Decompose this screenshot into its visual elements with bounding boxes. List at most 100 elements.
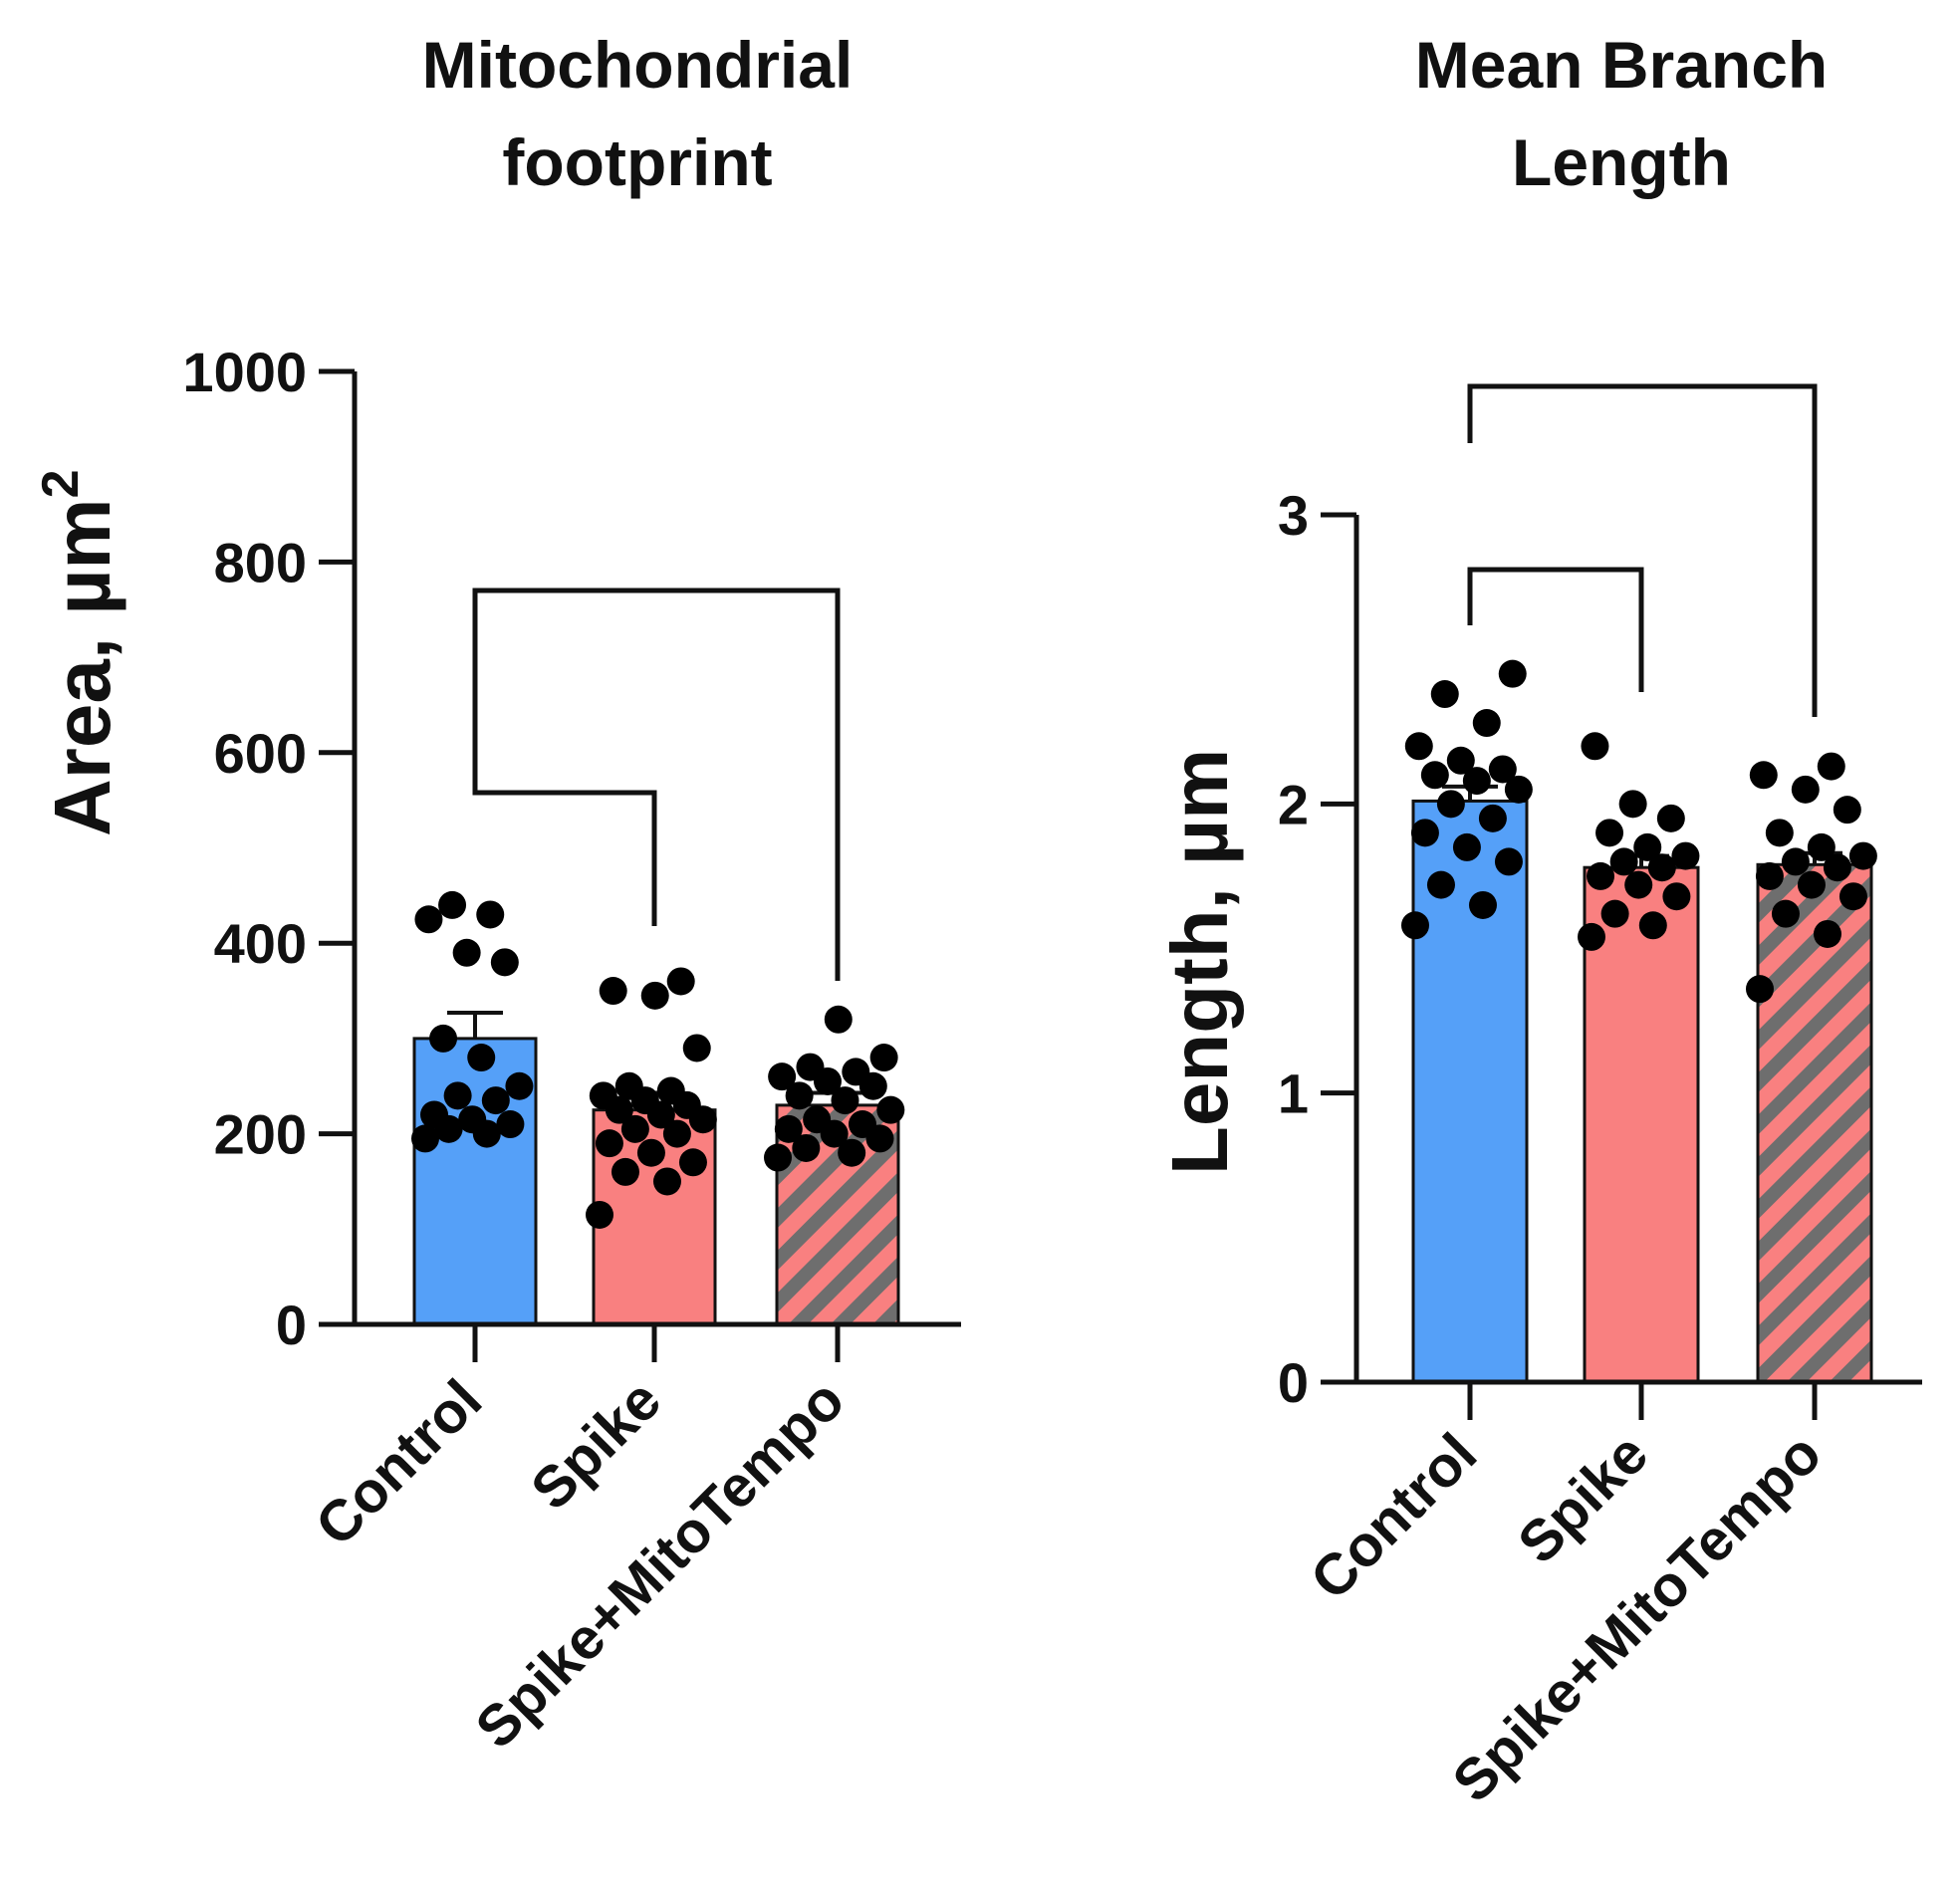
data-point-spike <box>611 1157 639 1186</box>
data-point-spike-mitotempo <box>1813 919 1841 948</box>
significance-label: * <box>644 0 669 14</box>
data-point-spike <box>586 1200 613 1229</box>
y-tick-label: 200 <box>214 1103 307 1166</box>
data-point-control <box>1504 775 1533 804</box>
data-point-spike <box>682 1034 711 1062</box>
data-point-spike <box>656 1076 685 1105</box>
chart-title-line-2: footprint <box>502 125 772 199</box>
data-point-control <box>1404 732 1433 761</box>
data-point-spike <box>1633 832 1662 861</box>
y-tick-label: 0 <box>276 1294 307 1356</box>
data-point-spike <box>640 981 669 1010</box>
data-point-control <box>1410 819 1439 847</box>
data-point-spike <box>662 1119 691 1148</box>
data-point-spike-mitotempo <box>785 1081 814 1110</box>
data-point-spike <box>1618 790 1647 819</box>
y-tick-label: 800 <box>214 531 307 593</box>
data-point-control <box>1401 911 1429 940</box>
data-point-spike-mitotempo <box>1833 796 1861 825</box>
x-tick-label-spike: Spike <box>519 1367 673 1522</box>
data-point-control <box>1494 847 1523 876</box>
data-point-spike-mitotempo <box>1823 853 1851 882</box>
data-point-spike <box>1595 819 1624 847</box>
data-point-spike-mitotempo <box>842 1058 870 1086</box>
data-point-control <box>1462 767 1491 796</box>
data-point-spike <box>1624 870 1653 899</box>
data-point-spike <box>1587 861 1615 890</box>
data-point-spike-mitotempo <box>848 1110 876 1139</box>
data-point-spike <box>599 977 627 1006</box>
data-point-control <box>1452 832 1481 861</box>
x-tick-label-control: Control <box>1298 1421 1489 1612</box>
data-point-spike-mitotempo <box>869 1044 898 1072</box>
data-point-spike <box>614 1071 643 1100</box>
y-axis-label: Area, µm2 <box>32 470 126 837</box>
data-point-control <box>1430 680 1459 709</box>
data-point-spike-mitotempo <box>1797 870 1826 899</box>
data-point-control <box>490 948 519 977</box>
chart-title-line-2: Length <box>1512 125 1731 199</box>
data-point-spike <box>589 1081 617 1110</box>
data-point-control <box>467 1044 496 1072</box>
x-tick-label-spike: Spike <box>1506 1421 1660 1575</box>
data-point-control <box>1468 890 1497 919</box>
data-point-spike-mitotempo <box>876 1095 905 1124</box>
data-point-spike-mitotempo <box>1781 847 1810 876</box>
data-point-spike-mitotempo <box>1838 882 1867 911</box>
significance-bracket <box>1467 383 1818 717</box>
data-point-control <box>429 1024 458 1053</box>
data-point-spike-mitotempo <box>1765 819 1794 847</box>
data-point-spike-mitotempo <box>838 1138 866 1167</box>
data-point-control <box>1488 755 1517 784</box>
data-point-spike-mitotempo <box>764 1143 792 1172</box>
data-point-spike <box>636 1138 665 1167</box>
data-point-spike-mitotempo <box>1746 975 1774 1004</box>
data-point-spike <box>1647 853 1676 882</box>
data-point-spike <box>1671 841 1700 870</box>
bar-spike-mitotempo <box>1756 862 1873 1384</box>
data-point-spike <box>1656 804 1685 832</box>
y-tick-label: 2 <box>1278 773 1309 835</box>
significance-label: * <box>553 0 578 14</box>
data-point-spike-mitotempo <box>831 1086 859 1115</box>
data-point-spike <box>652 1167 681 1196</box>
data-point-control <box>476 900 505 929</box>
data-point-spike <box>620 1114 649 1143</box>
y-tick-label: 1 <box>1278 1062 1309 1125</box>
data-point-control <box>1472 709 1501 738</box>
data-point-spike-mitotempo <box>1807 832 1836 861</box>
data-point-spike-mitotempo <box>803 1105 832 1134</box>
data-point-control <box>481 1086 510 1115</box>
data-point-control <box>414 905 443 934</box>
data-point-spike-mitotempo <box>768 1062 797 1091</box>
data-point-spike <box>678 1148 707 1177</box>
chart-title-line-1: Mean Branch <box>1415 28 1828 102</box>
data-point-control <box>505 1071 534 1100</box>
chart-mean-branch-length: Mean Branch Length Length, µm 0 1 2 3 Contro… <box>1155 0 1922 1814</box>
y-tick-label: 3 <box>1278 484 1309 547</box>
data-point-spike-mitotempo <box>1755 861 1784 890</box>
data-point-spike-mitotempo <box>796 1053 825 1081</box>
data-point-control <box>1446 746 1475 775</box>
data-point-spike-mitotempo <box>1817 752 1845 781</box>
data-point-spike-mitotempo <box>1749 761 1778 790</box>
data-point-control <box>1478 804 1507 832</box>
data-point-spike <box>1578 922 1605 951</box>
significance-bracket <box>1467 567 1644 692</box>
data-point-spike-mitotempo <box>1771 899 1800 928</box>
data-point-control <box>1498 659 1527 688</box>
data-point-control <box>458 1105 487 1134</box>
data-point-spike-mitotempo <box>824 1005 853 1034</box>
data-point-control <box>1420 761 1449 790</box>
data-point-control <box>1436 790 1465 819</box>
data-point-spike-mitotempo <box>792 1133 821 1162</box>
significance-label: ** <box>1617 0 1667 14</box>
data-point-spike <box>1600 899 1629 928</box>
chart-mitochondrial-footprint: Mitochondrial footprint Area, µm2 0 200 40… <box>32 0 961 1761</box>
data-point-spike-mitotempo <box>1791 775 1820 804</box>
chart-title-line-1: Mitochondrial <box>422 28 854 102</box>
data-point-spike <box>1662 882 1691 911</box>
